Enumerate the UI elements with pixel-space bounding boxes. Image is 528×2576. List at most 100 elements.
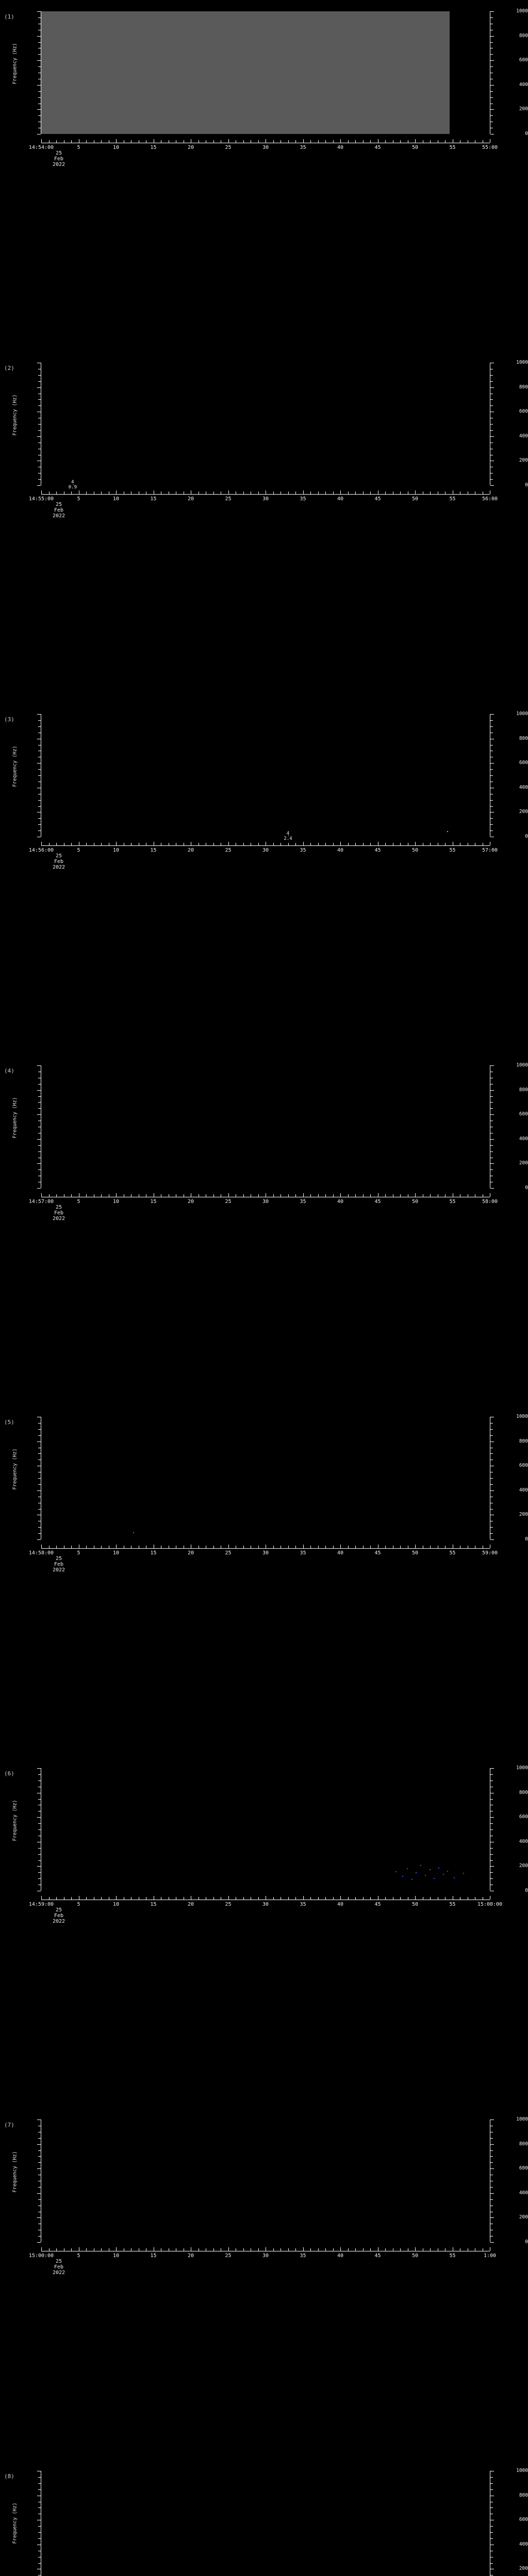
y-tick-label: 400 [519, 784, 528, 790]
x-tick-label: 35 [300, 1902, 306, 1907]
x-tick-label: 35 [300, 145, 306, 150]
right-tick-minor [490, 1435, 493, 1436]
right-tick-major [490, 485, 494, 486]
x-tick-minor [295, 1546, 296, 1548]
date-line: 2022 [52, 2270, 65, 2276]
x-tick-label: 55 [449, 1199, 456, 1205]
x-tick-label: 10 [112, 145, 120, 150]
x-tick-label: 45 [374, 1550, 381, 1556]
x-tick-minor [348, 1194, 349, 1197]
x-tick-label: 25 [225, 496, 232, 502]
x-tick-label: 15 [150, 2253, 157, 2259]
y-tick-label: 0 [525, 131, 528, 137]
x-tick-label: 5 [77, 1199, 80, 1205]
x-tick-minor [56, 492, 57, 494]
x-tick-label: 14:57:00 [28, 1199, 54, 1205]
x-tick-minor [288, 1194, 289, 1197]
x-tick-minor [280, 1194, 281, 1197]
right-tick-minor [490, 42, 493, 43]
right-tick-major [490, 436, 494, 437]
y-tick-label: 600 [519, 2165, 528, 2172]
y-tick-label: 200 [519, 1160, 528, 1166]
x-tick-label: 10 [112, 496, 120, 502]
date-line: Feb [54, 507, 64, 513]
data-marker [407, 1868, 408, 1869]
x-tick-minor [56, 2248, 57, 2251]
right-tick-minor [490, 399, 493, 400]
y-tick-minor [38, 1484, 41, 1485]
y-tick-label: 800 [519, 1789, 528, 1795]
panel-1: (1) Frequency (Hz) 1000 800 600 400 200 0 14:54:… [0, 0, 528, 176]
y-axis-title: Frequency (Hz) [12, 394, 18, 436]
data-marker [420, 1865, 422, 1867]
right-tick-minor [490, 1799, 493, 1800]
x-axis-line [41, 494, 490, 495]
date-line: 2022 [52, 1216, 65, 1222]
panel-index-label: (4) [4, 1067, 14, 1074]
x-tick-major [228, 1896, 229, 1900]
x-tick-minor [295, 492, 296, 494]
x-tick-minor [310, 140, 311, 143]
right-tick-major [490, 36, 494, 37]
annotation-line: 4 [71, 480, 74, 485]
plot-area [41, 1417, 490, 1539]
y-tick-label: 600 [519, 1814, 528, 1820]
right-tick-minor [490, 1453, 493, 1454]
y-axis-title: Frequency (Hz) [12, 1097, 18, 1139]
x-tick-minor [385, 1897, 386, 1900]
y-tick-minor [38, 2199, 41, 2200]
date-line: Feb [54, 1913, 64, 1919]
x-tick-label: 50 [411, 1199, 419, 1205]
right-tick-minor [490, 2489, 493, 2490]
right-tick-minor [490, 1878, 493, 1879]
right-tick-minor [490, 1829, 493, 1830]
date-line: 2022 [52, 513, 65, 519]
y-tick-minor [38, 2156, 41, 2157]
panel-5: (5) Frequency (Hz) 1000 800 600 400 200 0 14:58:… [0, 1405, 528, 1581]
x-tick-label: 10 [112, 1199, 120, 1205]
x-tick-minor [400, 492, 401, 494]
x-tick-minor [362, 492, 364, 494]
x-tick-minor [86, 140, 87, 143]
x-tick-label: 55 [449, 145, 456, 150]
x-tick-minor [71, 1897, 72, 1900]
x-tick-label: 35 [300, 1199, 306, 1205]
panel-3: (3) Frequency (Hz) 1000 800 600 400 200 0 4 2.4 14… [0, 703, 528, 878]
right-tick-minor [490, 66, 493, 67]
x-tick-label: 30 [262, 1902, 269, 1907]
right-tick-major [490, 2144, 494, 2145]
x-tick-minor [370, 140, 371, 143]
panel-index-label: (7) [4, 2122, 14, 2128]
x-tick-minor [280, 843, 281, 845]
y-tick-major [37, 1163, 41, 1164]
x-tick-label: 55 [449, 1550, 456, 1556]
plot-area [41, 714, 490, 837]
right-tick-minor [490, 2199, 493, 2200]
y-tick-minor [38, 1533, 41, 1534]
y-tick-minor [38, 1478, 41, 1479]
x-tick-label: 5 [77, 1550, 80, 1556]
right-tick-minor [490, 2538, 493, 2539]
marker-annotation: 4 0.9 [69, 480, 77, 490]
x-tick-minor [71, 140, 72, 143]
annotation-line: 4 [286, 831, 290, 836]
x-tick-major [116, 139, 117, 143]
date-line: Feb [54, 1562, 64, 1567]
x-tick-minor [325, 1546, 326, 1548]
x-tick-minor [56, 140, 57, 143]
right-tick-major [490, 714, 494, 715]
y-tick-minor [38, 1453, 41, 1454]
y-tick-label: 400 [519, 1136, 528, 1142]
x-tick-major [415, 490, 416, 494]
x-tick-minor [280, 1897, 281, 1900]
x-tick-minor [355, 1194, 356, 1197]
x-tick-minor [243, 492, 244, 494]
x-tick-minor [71, 492, 72, 494]
y-tick-label: 0 [525, 1888, 528, 1893]
x-tick-minor [295, 2248, 296, 2251]
y-tick-minor [38, 769, 41, 770]
x-tick-minor [370, 1897, 371, 1900]
x-tick-minor [243, 843, 244, 845]
date-line: 2022 [52, 1919, 65, 1924]
y-tick-minor [38, 2489, 41, 2490]
